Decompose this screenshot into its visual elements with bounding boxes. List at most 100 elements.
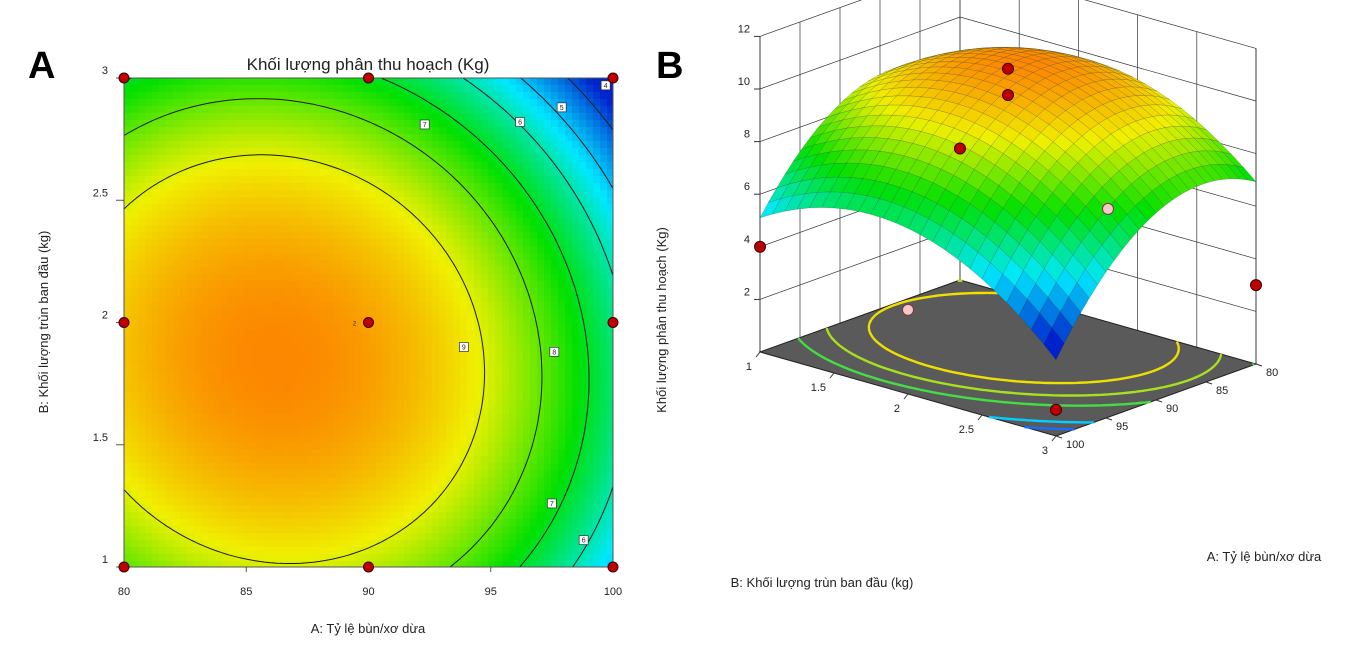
heat-cell <box>278 260 286 268</box>
heat-cell <box>530 414 538 422</box>
heat-cell <box>327 554 335 562</box>
heat-cell <box>586 295 594 303</box>
heat-cell <box>369 225 377 233</box>
heat-cell <box>383 505 391 513</box>
heat-cell <box>264 274 272 282</box>
heat-cell <box>404 456 412 464</box>
heat-cell <box>257 148 265 156</box>
heat-cell <box>215 477 223 485</box>
heat-cell <box>271 414 279 422</box>
heat-cell <box>327 134 335 142</box>
heat-cell <box>145 428 153 436</box>
heat-cell <box>397 232 405 240</box>
heat-cell <box>215 99 223 107</box>
heat-cell <box>264 99 272 107</box>
heat-cell <box>341 155 349 163</box>
heat-cell <box>383 414 391 422</box>
heat-cell <box>488 232 496 240</box>
heat-cell <box>306 183 314 191</box>
heat-cell <box>257 281 265 289</box>
heat-cell <box>411 498 419 506</box>
heat-cell <box>474 281 482 289</box>
heat-cell <box>306 260 314 268</box>
heat-cell <box>222 253 230 261</box>
contour-heatmap <box>124 78 613 567</box>
heat-cell <box>418 288 426 296</box>
heat-cell <box>320 484 328 492</box>
heat-cell <box>530 162 538 170</box>
heat-cell <box>523 400 531 408</box>
heat-cell <box>404 183 412 191</box>
heat-cell <box>278 477 286 485</box>
heat-cell <box>453 330 461 338</box>
heat-cell <box>565 246 573 254</box>
heat-cell <box>278 330 286 338</box>
heat-cell <box>523 85 531 93</box>
heat-cell <box>432 309 440 317</box>
heat-cell <box>404 106 412 114</box>
heat-cell <box>418 260 426 268</box>
heat-cell <box>299 456 307 464</box>
heat-cell <box>180 484 188 492</box>
heat-cell <box>173 554 181 562</box>
heat-cell <box>446 519 454 527</box>
heat-cell <box>229 141 237 149</box>
heat-cell <box>572 183 580 191</box>
heat-cell <box>460 274 468 282</box>
heat-cell <box>418 253 426 261</box>
heat-cell <box>250 99 258 107</box>
heat-cell <box>138 561 146 567</box>
heat-cell <box>229 218 237 226</box>
heat-cell <box>481 232 489 240</box>
heat-cell <box>446 477 454 485</box>
heat-cell <box>250 225 258 233</box>
heat-cell <box>341 176 349 184</box>
heat-cell <box>278 204 286 212</box>
heat-cell <box>264 337 272 345</box>
heat-cell <box>215 379 223 387</box>
heat-cell <box>187 393 195 401</box>
heat-cell <box>530 85 538 93</box>
heat-cell <box>201 372 209 380</box>
heat-cell <box>376 99 384 107</box>
heat-cell <box>320 547 328 555</box>
heat-cell <box>586 519 594 527</box>
heat-cell <box>383 197 391 205</box>
heat-cell <box>600 225 608 233</box>
heat-cell <box>180 344 188 352</box>
heat-cell <box>355 470 363 478</box>
heat-cell <box>397 421 405 429</box>
heat-cell <box>551 428 559 436</box>
heat-cell <box>600 421 608 429</box>
heat-cell <box>152 554 160 562</box>
heat-cell <box>271 106 279 114</box>
heat-cell <box>481 449 489 457</box>
heat-cell <box>299 127 307 135</box>
heat-cell <box>404 351 412 359</box>
heat-cell <box>159 519 167 527</box>
heat-cell <box>313 295 321 303</box>
heat-cell <box>488 526 496 534</box>
heat-cell <box>397 337 405 345</box>
heat-cell <box>243 533 251 541</box>
heat-cell <box>495 393 503 401</box>
heat-cell <box>313 498 321 506</box>
heat-cell <box>222 274 230 282</box>
heat-cell <box>313 484 321 492</box>
heat-cell <box>446 337 454 345</box>
heat-cell <box>124 183 132 191</box>
heat-cell <box>131 393 139 401</box>
heat-cell <box>453 85 461 93</box>
heat-cell <box>152 78 160 86</box>
heat-cell <box>236 456 244 464</box>
heat-cell <box>131 407 139 415</box>
heat-cell <box>222 211 230 219</box>
heat-cell <box>369 547 377 555</box>
heat-cell <box>516 281 524 289</box>
heat-cell <box>579 519 587 527</box>
heat-cell <box>530 337 538 345</box>
heat-cell <box>145 337 153 345</box>
heat-cell <box>467 498 475 506</box>
heat-cell <box>530 155 538 163</box>
heat-cell <box>460 358 468 366</box>
